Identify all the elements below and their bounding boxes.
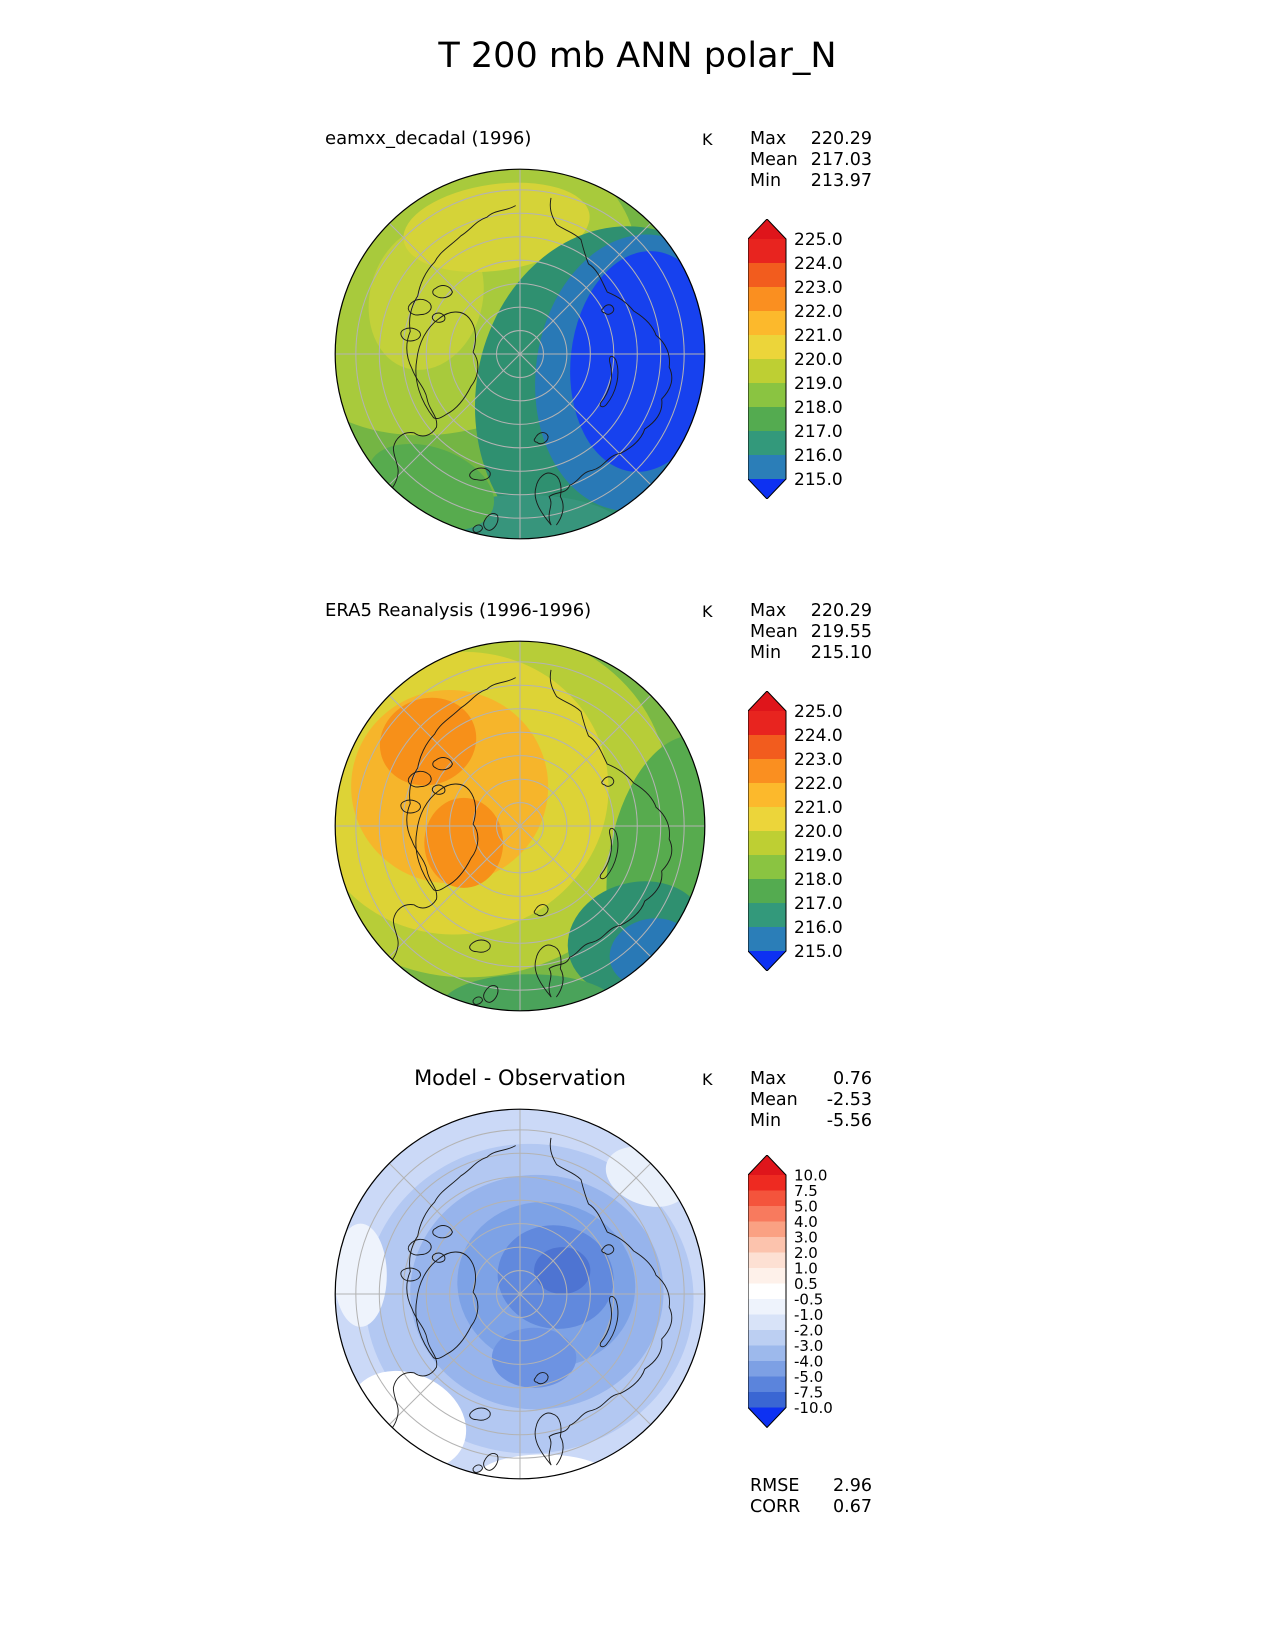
stat-value: 217.03 <box>810 150 872 170</box>
svg-text:222.0: 222.0 <box>794 774 843 794</box>
svg-text:220.0: 220.0 <box>794 822 843 842</box>
svg-text:2.0: 2.0 <box>794 1244 818 1262</box>
panel-model-stats: Max 220.29 Mean 217.03 Min 213.97 <box>750 129 872 192</box>
svg-text:219.0: 219.0 <box>794 374 843 394</box>
svg-text:220.0: 220.0 <box>794 350 843 370</box>
map-model <box>334 168 706 540</box>
stat-row-min: Min 213.97 <box>750 171 872 192</box>
panel-ref-units: K <box>702 602 713 621</box>
panel-ref-colorbar: 225.0 224.0 223.0 222.0 221.0 220.0 219.0 218.0… <box>747 690 858 975</box>
svg-text:222.0: 222.0 <box>794 302 843 322</box>
svg-text:217.0: 217.0 <box>794 422 843 442</box>
map-difference <box>334 1108 706 1480</box>
svg-text:221.0: 221.0 <box>794 326 843 346</box>
svg-text:-3.0: -3.0 <box>794 1337 823 1355</box>
svg-text:223.0: 223.0 <box>794 278 843 298</box>
svg-text:225.0: 225.0 <box>794 702 843 722</box>
svg-text:-4.0: -4.0 <box>794 1352 823 1370</box>
svg-text:-1.0: -1.0 <box>794 1306 823 1324</box>
stat-row-mean: Mean -2.53 <box>750 1090 872 1111</box>
svg-text:215.0: 215.0 <box>794 470 843 490</box>
stat-label: RMSE <box>750 1476 800 1496</box>
stat-value: 219.55 <box>810 622 872 642</box>
svg-text:224.0: 224.0 <box>794 726 843 746</box>
contour-fills <box>335 1109 705 1479</box>
stat-row-max: Max 220.29 <box>750 129 872 150</box>
svg-text:10.0: 10.0 <box>794 1166 827 1184</box>
panel-diff-label: Model - Observation <box>414 1066 626 1090</box>
svg-text:224.0: 224.0 <box>794 254 843 274</box>
stat-label: Max <box>750 601 787 621</box>
svg-text:-0.5: -0.5 <box>794 1290 823 1308</box>
svg-text:7.5: 7.5 <box>794 1182 818 1200</box>
stat-label: Mean <box>750 150 798 170</box>
stat-label: Mean <box>750 622 798 642</box>
contour-fills <box>335 169 705 539</box>
svg-text:225.0: 225.0 <box>794 230 843 250</box>
svg-text:5.0: 5.0 <box>794 1197 818 1215</box>
svg-text:216.0: 216.0 <box>794 446 843 466</box>
panel-ref-label: ERA5 Reanalysis (1996-1996) <box>325 600 592 621</box>
map-reference <box>334 640 706 1012</box>
panel-model-colorbar: 225.0 224.0 223.0 222.0 221.0 220.0 219.0 218.0… <box>747 218 858 503</box>
svg-text:218.0: 218.0 <box>794 398 843 418</box>
stat-value: -2.53 <box>826 1090 872 1110</box>
svg-text:221.0: 221.0 <box>794 798 843 818</box>
svg-text:218.0: 218.0 <box>794 870 843 890</box>
svg-text:0.5: 0.5 <box>794 1275 818 1293</box>
panel-diff-units: K <box>702 1070 713 1089</box>
stat-value: 0.67 <box>833 1497 872 1517</box>
stat-value: 0.76 <box>833 1069 872 1089</box>
svg-text:219.0: 219.0 <box>794 846 843 866</box>
svg-text:4.0: 4.0 <box>794 1213 818 1231</box>
stat-row-mean: Mean 219.55 <box>750 622 872 643</box>
stat-label: Mean <box>750 1090 798 1110</box>
stat-row-corr: CORR 0.67 <box>750 1497 872 1518</box>
stat-row-rmse: RMSE 2.96 <box>750 1476 872 1497</box>
svg-text:217.0: 217.0 <box>794 894 843 914</box>
svg-text:3.0: 3.0 <box>794 1228 818 1246</box>
panel-diff-stats: Max 0.76 Mean -2.53 Min -5.56 <box>750 1069 872 1132</box>
svg-text:-2.0: -2.0 <box>794 1321 823 1339</box>
panel-diff-colorbar: 10.0 7.5 5.0 4.0 3.0 2.0 1.0 0.5 -0.5 -1.0 -2.0 -3.… <box>747 1154 858 1432</box>
panel-diff-extra-stats: RMSE 2.96 CORR 0.67 <box>750 1476 872 1518</box>
stat-label: Max <box>750 1069 787 1089</box>
svg-text:1.0: 1.0 <box>794 1259 818 1277</box>
stat-row-mean: Mean 217.03 <box>750 150 872 171</box>
svg-text:215.0: 215.0 <box>794 942 843 962</box>
panel-ref-stats: Max 220.29 Mean 219.55 Min 215.10 <box>750 601 872 664</box>
stat-label: Min <box>750 643 782 663</box>
stat-value: 2.96 <box>833 1476 872 1496</box>
svg-text:-7.5: -7.5 <box>794 1383 823 1401</box>
stat-row-max: Max 0.76 <box>750 1069 872 1090</box>
panel-model-units: K <box>702 130 713 149</box>
stat-row-min: Min -5.56 <box>750 1111 872 1132</box>
stat-value: 220.29 <box>810 129 872 149</box>
stat-row-min: Min 215.10 <box>750 643 872 664</box>
stat-label: CORR <box>750 1497 801 1517</box>
panel-model-label: eamxx_decadal (1996) <box>325 128 532 149</box>
stat-label: Min <box>750 171 782 191</box>
figure-title: T 200 mb ANN polar_N <box>438 36 837 76</box>
stat-value: 213.97 <box>810 171 872 191</box>
stat-row-max: Max 220.29 <box>750 601 872 622</box>
stat-value: 215.10 <box>810 643 872 663</box>
svg-text:-10.0: -10.0 <box>794 1399 833 1417</box>
svg-text:223.0: 223.0 <box>794 750 843 770</box>
stat-label: Max <box>750 129 787 149</box>
stat-value: -5.56 <box>826 1111 872 1131</box>
stat-label: Min <box>750 1111 782 1131</box>
contour-fills <box>335 641 705 1011</box>
svg-text:216.0: 216.0 <box>794 918 843 938</box>
svg-text:-5.0: -5.0 <box>794 1368 823 1386</box>
stat-value: 220.29 <box>810 601 872 621</box>
